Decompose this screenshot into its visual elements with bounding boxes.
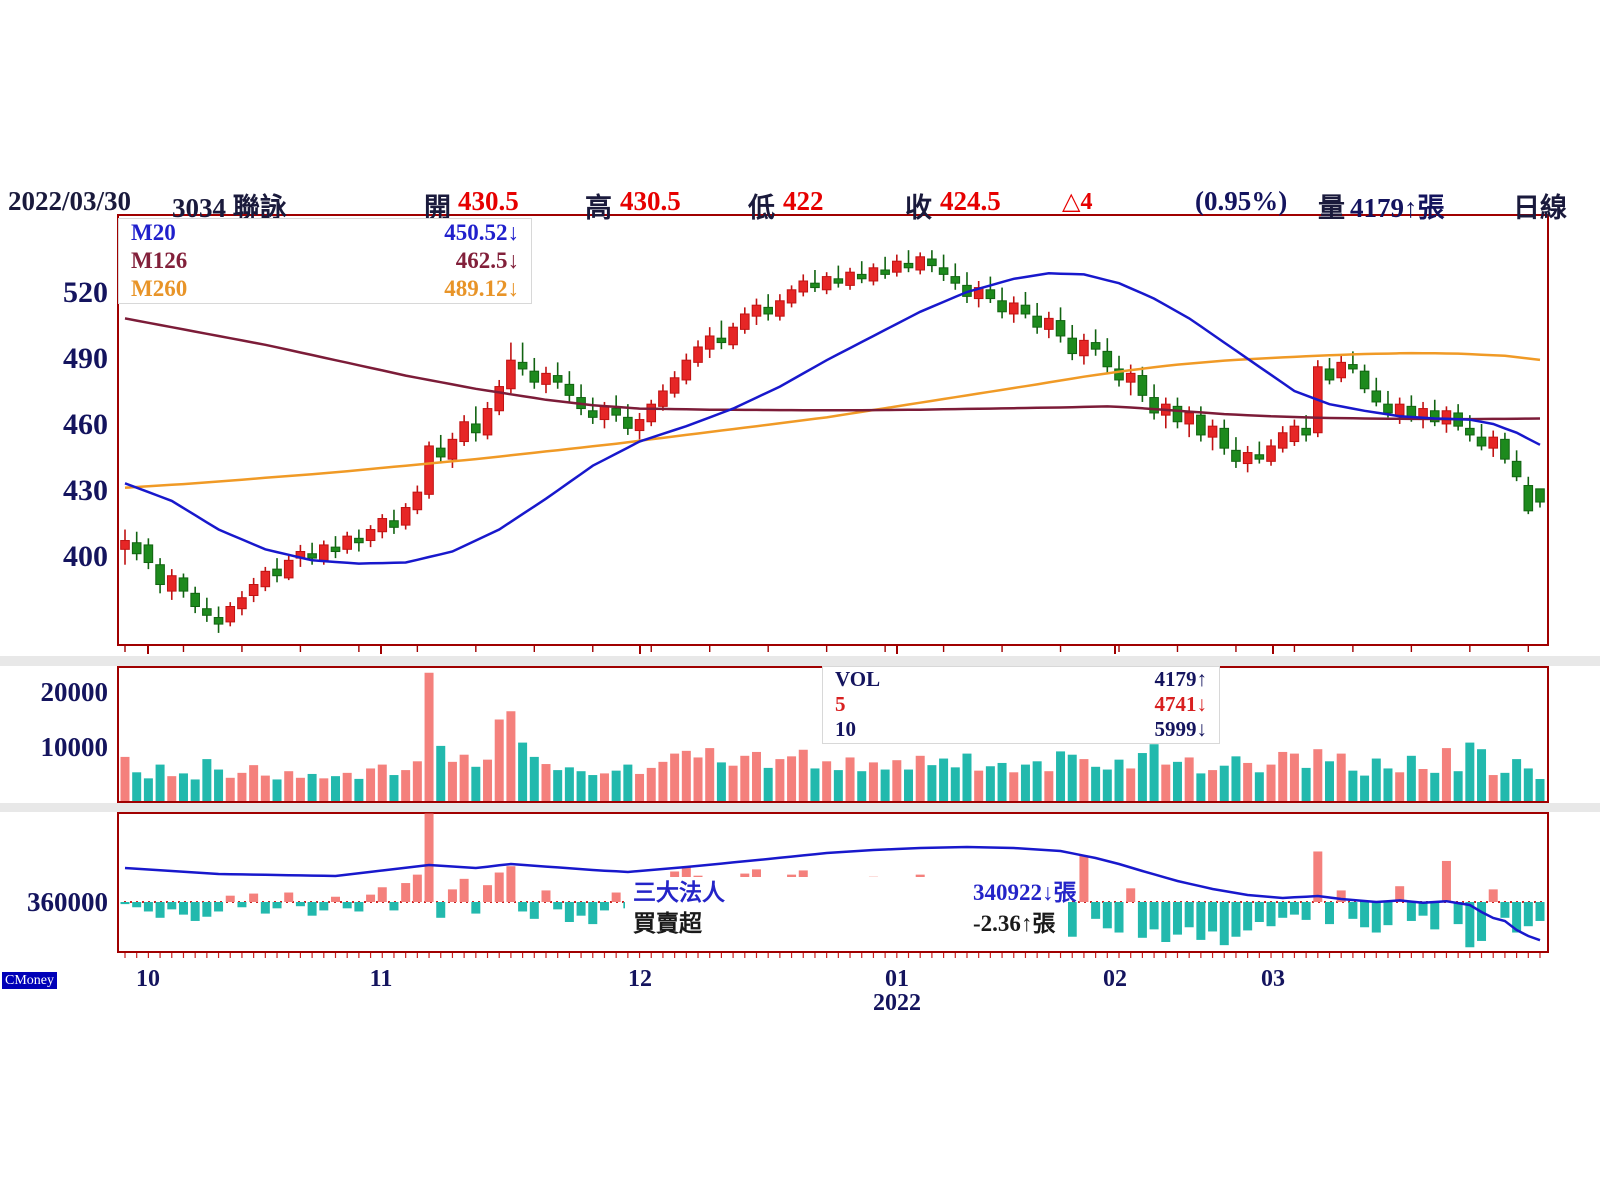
price-tick-label: 430 <box>63 474 108 507</box>
price-axis-ticks <box>124 646 1530 654</box>
vol-label: VOL <box>835 667 881 691</box>
change-value: △4 <box>1062 189 1093 215</box>
volume-label: 量 <box>1318 193 1345 223</box>
month-label: 03 <box>1261 966 1285 992</box>
cmoney-watermark: CMoney <box>2 972 57 989</box>
ma260-value: 489.12↓ <box>444 276 519 301</box>
month-label: 02 <box>1103 966 1127 992</box>
quote-header: 2022/03/30 3034 聯詠 開 430.5 高 430.5 低 422… <box>0 186 1600 223</box>
vol-value: 4179↑ <box>1154 667 1208 691</box>
volume-bars <box>120 672 1545 801</box>
volume-value: 4179↑張 <box>1350 193 1445 223</box>
ma260-label: M260 <box>131 276 188 301</box>
panel-separator-2 <box>0 803 1600 812</box>
volume-tick-label: 20000 <box>41 677 109 707</box>
institutional-panel-frame <box>117 812 1549 953</box>
inst-title: 三大法人 <box>633 880 725 905</box>
ma126-label: M126 <box>131 248 188 273</box>
open-value: 430.5 <box>458 186 519 216</box>
inst-tick-label: 360000 <box>27 887 108 917</box>
ma20-label: M20 <box>131 220 176 245</box>
institutional-legend: 三大法人 買賣超 340922↓張 -2.36↑張 <box>625 877 1077 944</box>
inst-cumulative-line <box>124 845 1541 942</box>
ma260-line <box>124 351 1541 489</box>
vol-ma10-value: 5999↓ <box>1154 717 1208 741</box>
vol-ma5-value: 4741↓ <box>1154 692 1208 716</box>
year-label: 2022 <box>873 990 921 1016</box>
ma-legend: M20 450.52↓ M126 462.5↓ M260 489.12↓ <box>118 218 532 304</box>
price-tick-label: 520 <box>63 276 108 309</box>
price-tick-label: 400 <box>63 540 108 573</box>
close-value: 424.5 <box>940 186 1001 216</box>
vol-ma10-label: 10 <box>835 717 856 741</box>
date-axis-ticks <box>124 953 1541 958</box>
month-label: 12 <box>628 966 652 992</box>
period-label: 日線 <box>1513 193 1567 223</box>
volume-tick-label: 10000 <box>41 732 109 762</box>
month-label: 11 <box>370 966 393 992</box>
inst-holdings: 340922↓張 <box>973 880 1077 905</box>
vol-ma5-label: 5 <box>835 692 846 716</box>
ma20-line <box>124 272 1541 565</box>
candlestick-series <box>120 250 1545 633</box>
month-label: 10 <box>136 966 160 992</box>
high-label: 高 <box>585 193 612 223</box>
high-value: 430.5 <box>620 186 681 216</box>
ma126-line <box>124 317 1541 421</box>
low-value: 422 <box>783 186 824 216</box>
inst-ratio: -2.36↑張 <box>973 911 1056 936</box>
change-pct: (0.95%) <box>1195 186 1288 216</box>
price-panel-frame <box>117 214 1549 646</box>
close-label: 收 <box>905 193 932 223</box>
low-label: 低 <box>748 193 775 223</box>
panel-separator-1 <box>0 656 1600 666</box>
month-label: 01 <box>885 966 909 992</box>
quote-date: 2022/03/30 <box>8 186 132 216</box>
ma20-value: 450.52↓ <box>444 220 519 245</box>
volume-legend: VOL 4179↑ 5 4741↓ 10 5999↓ <box>822 666 1220 744</box>
price-tick-label: 460 <box>63 408 108 441</box>
inst-subtitle: 買賣超 <box>633 911 702 936</box>
ma126-value: 462.5↓ <box>455 248 519 273</box>
price-tick-label: 490 <box>63 342 108 375</box>
